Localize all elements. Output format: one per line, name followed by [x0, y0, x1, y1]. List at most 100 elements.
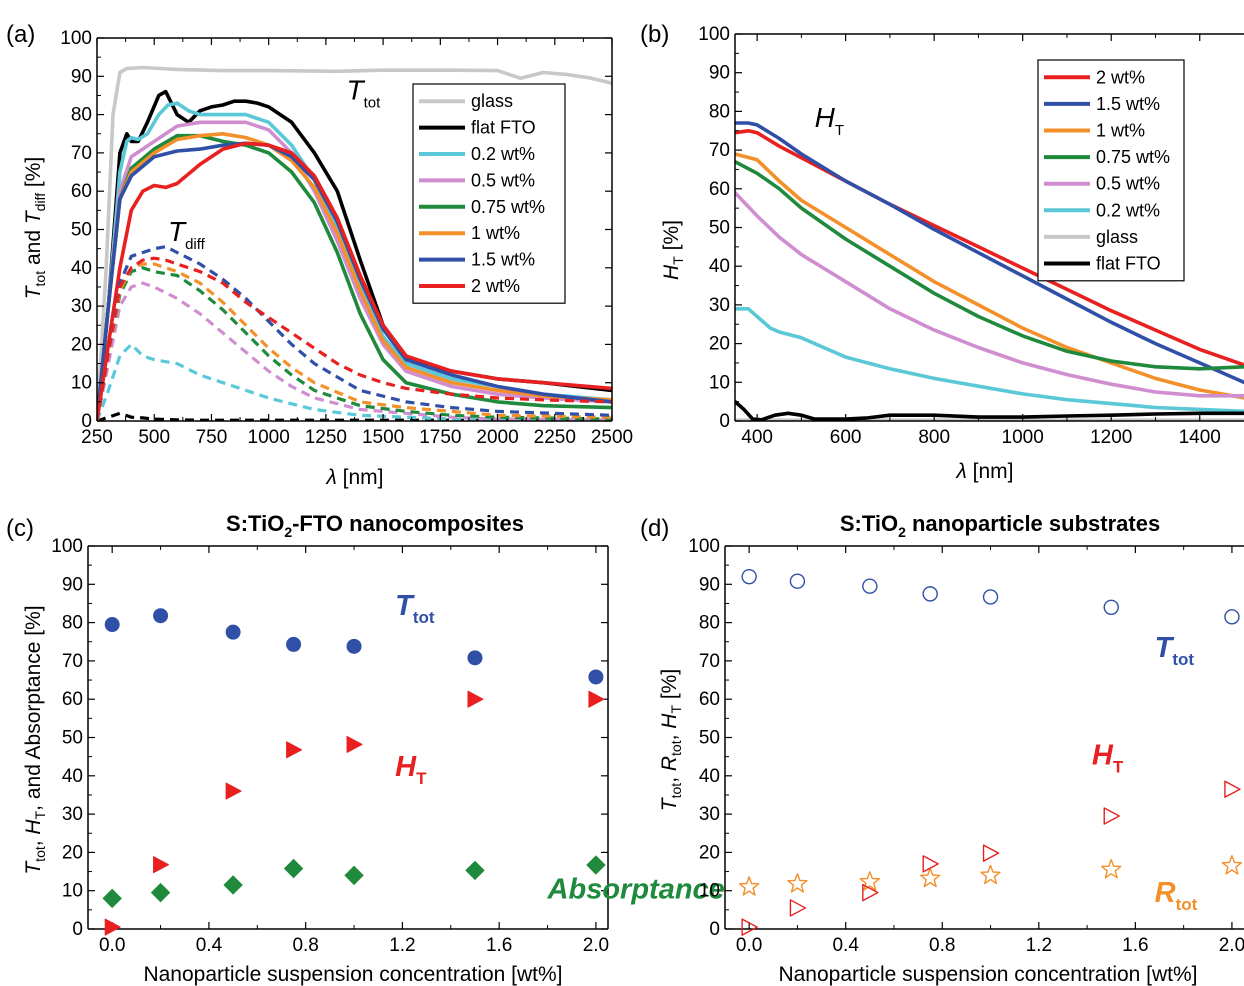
x-tick-label: 1200	[1090, 427, 1132, 448]
xlabel-panel-a: λ [nm]	[325, 466, 383, 489]
axes-a: 0 10 20 30 40 50 60 70 80 90 100 250 500 750 1000 1250 1…	[60, 28, 633, 448]
y-tick-label: 40	[62, 766, 83, 787]
y-tick-label: 20	[62, 842, 83, 863]
point-h-t	[346, 735, 363, 753]
y-tick-label: 90	[699, 574, 720, 595]
point-h-t	[225, 782, 242, 800]
ylabel-panel-a: Ttot and Tdiff [%]	[22, 157, 48, 300]
point-h-t	[1224, 780, 1241, 798]
ylabel-panel-c: Ttot, HT, and Absorptance [%]	[22, 605, 48, 874]
x-tick-label: 750	[196, 427, 228, 448]
y-tick-label: 20	[699, 842, 720, 863]
point-r-tot	[859, 871, 880, 891]
y-tick-label: 10	[699, 881, 720, 902]
x-tick-label: 600	[830, 427, 862, 448]
legend-label-0-5-wt: 0.5 wt%	[1096, 174, 1160, 194]
y-tick-label: 0	[72, 919, 83, 940]
annotation-rtot: Rtot	[1155, 877, 1198, 914]
title-panel-d: S:TiO2 nanoparticle substrates	[840, 511, 1160, 540]
xlabel-panel-d: Nanoparticle suspension concentration [w…	[778, 963, 1197, 986]
series-line-0-75-wt-t-diff	[97, 266, 612, 421]
y-tick-label: 70	[699, 651, 720, 672]
y-tick-label: 30	[62, 804, 83, 825]
y-tick-label: 0	[709, 919, 720, 940]
x-tick-label: 2.0	[583, 935, 609, 956]
ylabel-panel-d: Ttot, Rtot, HT [%]	[658, 669, 684, 811]
legend-label-0-2-wt: 0.2 wt%	[471, 144, 535, 164]
panel-a: 0 10 20 30 40 50 60 70 80 90 100 250 500 750 1000 1250 1…	[60, 28, 633, 448]
y-tick-label: 80	[709, 101, 730, 122]
title-panel-c: S:TiO2-FTO nanocomposites	[226, 511, 524, 540]
y-tick-label: 20	[71, 334, 92, 355]
panel-letter-c: (c)	[6, 515, 34, 542]
x-tick-label: 1250	[305, 427, 347, 448]
series-line-1-5-wt-t-diff	[97, 245, 612, 421]
series-line-0-75-wt	[735, 159, 1244, 371]
x-tick-label: 1750	[419, 427, 461, 448]
legend-label-2-wt: 2 wt%	[471, 276, 520, 296]
annotation-ht: HT	[815, 102, 844, 139]
x-tick-label: 1400	[1179, 427, 1221, 448]
x-tick-label: 0.4	[832, 935, 859, 956]
legend-label-flat-fto: flat FTO	[471, 118, 536, 138]
point-t-tot	[789, 573, 806, 589]
xlabel-panel-b: λ [nm]	[955, 460, 1013, 483]
y-tick-label: 80	[699, 613, 720, 634]
legend-label-1-wt: 1 wt%	[471, 223, 520, 243]
x-tick-label: 2500	[591, 427, 633, 448]
y-tick-label: 100	[698, 24, 730, 45]
series-line-1-wt	[735, 152, 1244, 400]
y-tick-label: 10	[71, 373, 92, 394]
point-t-tot	[862, 578, 878, 594]
x-tick-label: 1000	[1002, 427, 1044, 448]
point-h-t	[286, 741, 303, 759]
ylabel-panel-b: HT [%]	[660, 220, 686, 280]
y-tick-label: 40	[699, 766, 720, 787]
point-r-tot	[1221, 855, 1243, 875]
point-h-t	[862, 883, 879, 902]
point-r-tot	[738, 876, 760, 896]
point-r-tot	[787, 873, 808, 893]
y-tick-label: 50	[699, 728, 720, 749]
y-tick-label: 70	[71, 143, 92, 164]
annotation-ttot: Ttot	[346, 74, 381, 111]
panel-b: 0 10 20 30 40 50 60 70 80 90 100 400 600 800 1000 1200 1…	[698, 24, 1244, 448]
y-tick-label: 50	[709, 218, 730, 239]
y-tick-label: 90	[71, 66, 92, 87]
y-tick-label: 40	[71, 258, 92, 279]
series-line-2-wt	[97, 141, 612, 421]
point-h-t	[1103, 807, 1120, 825]
x-tick-label: 1500	[362, 427, 404, 448]
legend-label-0-75-wt: 0.75 wt%	[471, 197, 545, 217]
x-tick-label: 1.6	[1122, 935, 1148, 956]
legend-label-0-5-wt: 0.5 wt%	[471, 170, 535, 190]
point-t-tot	[286, 636, 302, 652]
series-line-0-2-wt-t-diff	[97, 342, 612, 421]
y-tick-label: 0	[719, 411, 730, 432]
axes-c: 0 10 20 30 40 50 60 70 80 90 100 0.0 0.4 0.8 1.2 1.6 2.0	[51, 536, 609, 956]
series-line-0-5-wt	[97, 120, 612, 421]
series-line-1-5-wt	[735, 121, 1244, 385]
point-t-tot	[104, 617, 120, 633]
annotation-ttot: Ttot	[395, 590, 435, 627]
series-line-0-2-wt	[735, 307, 1244, 414]
point-t-tot	[153, 608, 169, 624]
point-t-tot	[741, 568, 757, 585]
legend-label-1-5-wt: 1.5 wt%	[1096, 94, 1160, 114]
y-tick-label: 40	[709, 256, 730, 277]
x-tick-label: 800	[918, 427, 950, 448]
y-tick-label: 10	[62, 881, 83, 902]
point-h-t	[104, 918, 121, 936]
y-tick-label: 70	[62, 651, 83, 672]
y-tick-label: 30	[709, 295, 730, 316]
panel-d: 0 10 20 30 40 50 60 70 80 90 100 0.0 0.4 0.8 1.2 1.6 2.0…	[688, 536, 1244, 956]
legend-box	[412, 83, 566, 304]
point-h-t	[789, 899, 807, 917]
y-tick-label: 80	[71, 105, 92, 126]
x-tick-label: 0.0	[736, 935, 762, 956]
point-absorptance	[102, 888, 122, 909]
y-tick-label: 60	[709, 179, 730, 200]
y-tick-label: 60	[699, 689, 720, 710]
point-absorptance	[223, 875, 243, 895]
